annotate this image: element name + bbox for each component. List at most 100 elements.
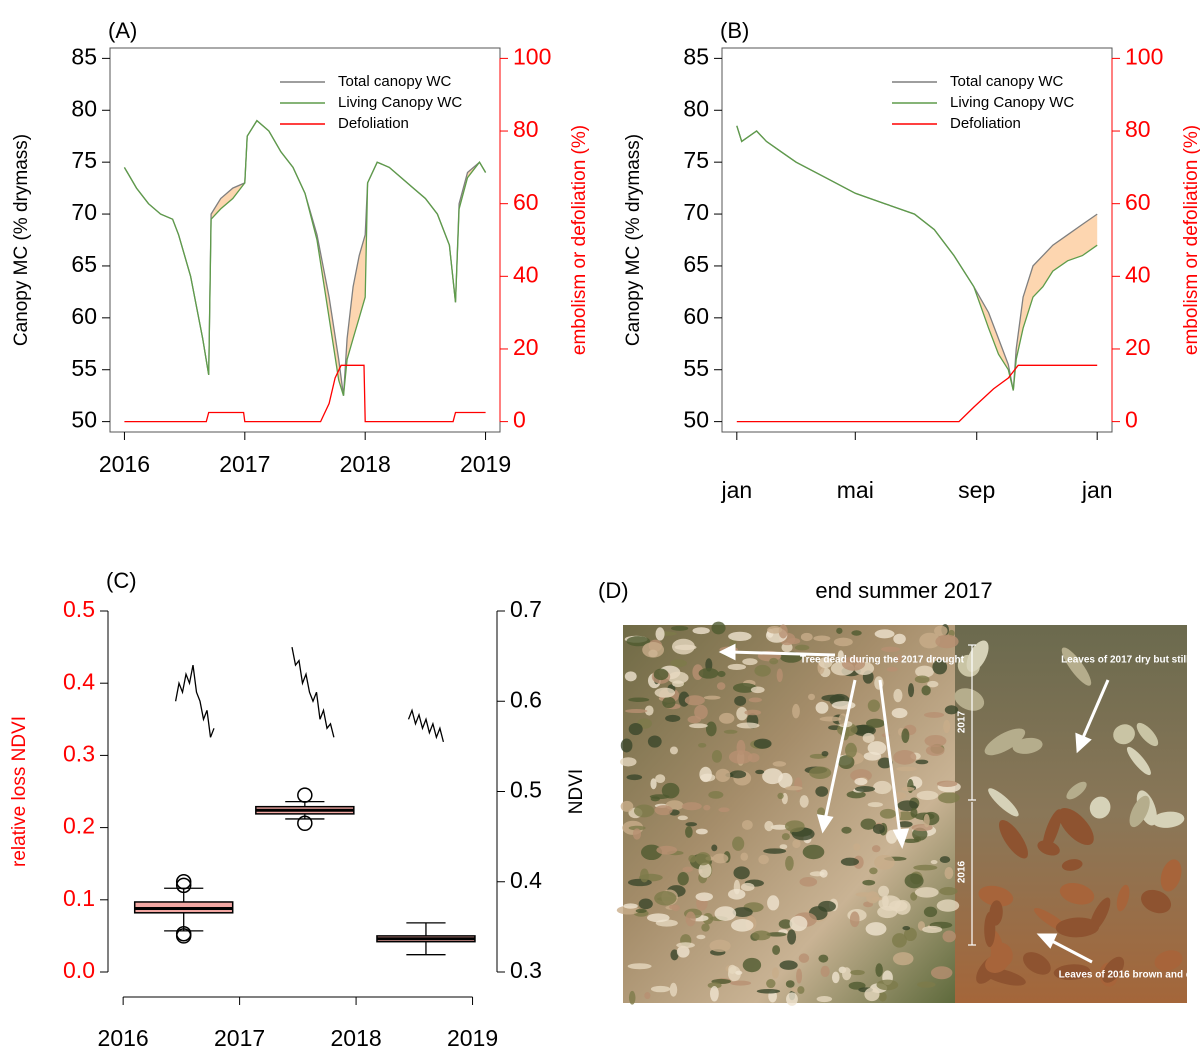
foliage-patch — [892, 952, 914, 966]
foliage-patch — [860, 818, 877, 830]
foliage-patch — [936, 899, 960, 912]
leaf — [1058, 807, 1094, 846]
foliage-patch — [892, 933, 907, 948]
leaf — [984, 911, 996, 948]
foliage-patch — [698, 742, 707, 748]
legend-label: Defoliation — [338, 115, 409, 132]
foliage-patch — [641, 844, 663, 861]
foliage-patch — [867, 741, 887, 755]
foliage-patch — [785, 980, 795, 988]
x-tick-label: 2019 — [447, 1025, 498, 1048]
defoliation-area — [124, 120, 486, 396]
panel-label: (B) — [720, 18, 749, 43]
series-line — [123, 119, 487, 396]
series-line — [407, 708, 445, 743]
foliage-patch — [901, 786, 915, 791]
leaf — [1141, 889, 1172, 914]
foliage-patch — [854, 786, 876, 792]
foliage-patch — [723, 729, 738, 734]
foliage-patch — [653, 668, 669, 681]
foliage-patch — [699, 766, 712, 783]
foliage-patch — [626, 636, 651, 647]
photo-label: Tree dead during the 2017 drought — [800, 655, 965, 666]
y2-tick-label: 0.3 — [510, 957, 542, 983]
foliage-patch — [684, 695, 705, 706]
foliage-patch — [874, 854, 895, 870]
foliage-patch — [840, 857, 859, 866]
foliage-patch — [766, 979, 776, 989]
foliage-patch — [936, 780, 958, 787]
foliage-patch — [633, 804, 655, 818]
foliage-patch — [849, 911, 860, 928]
foliage-patch — [891, 708, 908, 719]
y-tick-label: 75 — [683, 147, 709, 173]
foliage-patch — [867, 699, 880, 712]
foliage-patch — [681, 802, 702, 811]
foliage-patch — [796, 968, 803, 984]
y-axis-label: relative loss NDVI — [9, 716, 30, 867]
foliage-patch — [769, 657, 779, 665]
foliage-patch — [935, 634, 959, 649]
foliage-patch — [939, 887, 958, 896]
foliage-patch — [731, 919, 754, 932]
foliage-patch — [821, 750, 829, 757]
foliage-patch — [818, 954, 829, 963]
legend-label: Total canopy WC — [338, 73, 452, 90]
foliage-patch — [819, 716, 842, 722]
foliage-patch — [872, 780, 892, 795]
foliage-patch — [685, 911, 696, 927]
foliage-patch — [674, 644, 697, 651]
foliage-patch — [876, 979, 899, 991]
y-tick-label: 0.3 — [63, 740, 95, 766]
foliage-patch — [733, 866, 750, 880]
foliage-patch — [914, 887, 939, 898]
leaf — [1136, 722, 1159, 747]
foliage-patch — [695, 852, 711, 866]
foliage-patch — [903, 927, 917, 942]
foliage-patch — [878, 991, 887, 1002]
foliage-patch — [881, 646, 901, 653]
legend-label: Living Canopy WC — [338, 94, 462, 111]
foliage-patch — [875, 963, 883, 977]
foliage-patch — [784, 786, 803, 791]
foliage-patch — [879, 808, 897, 819]
foliage-patch — [758, 854, 769, 865]
foliage-patch — [647, 735, 662, 748]
arrows — [718, 643, 1110, 964]
foliage-patch — [921, 685, 931, 696]
y-tick-label: 55 — [71, 355, 97, 381]
foliage-patch — [620, 738, 633, 753]
y-tick-label: 75 — [71, 147, 97, 173]
leaf — [1102, 956, 1125, 983]
foliage-patch — [914, 675, 930, 684]
foliage-patch — [816, 995, 833, 1003]
y2-tick-label: 60 — [513, 189, 539, 215]
y2-tick-label: 80 — [1125, 116, 1151, 142]
leaf — [1023, 952, 1051, 975]
foliage-patch — [901, 728, 910, 743]
leaf — [999, 820, 1028, 859]
y-tick-label: 50 — [71, 407, 97, 433]
foliage-patch — [711, 621, 726, 635]
y2-tick-label: 80 — [513, 116, 539, 142]
foliage-patch — [776, 668, 783, 683]
foliage-patch — [837, 650, 844, 662]
foliage-patch — [744, 709, 762, 716]
foliage-patch — [682, 866, 694, 872]
series-line — [736, 125, 1098, 391]
foliage-patch — [841, 826, 852, 834]
leaf — [1152, 811, 1185, 828]
foliage-patch — [902, 838, 920, 844]
y-tick-label: 65 — [71, 251, 97, 277]
foliage-patch — [923, 711, 945, 718]
foliage-patch — [911, 824, 933, 832]
y2-tick-label: 20 — [513, 334, 539, 360]
foliage-patch — [627, 963, 652, 970]
foliage-patch — [698, 667, 719, 679]
foliage-patch — [718, 807, 730, 813]
foliage-patch — [623, 903, 638, 909]
foliage-patch — [635, 908, 647, 913]
foliage-patch — [778, 919, 793, 929]
foliage-patch — [685, 826, 693, 838]
